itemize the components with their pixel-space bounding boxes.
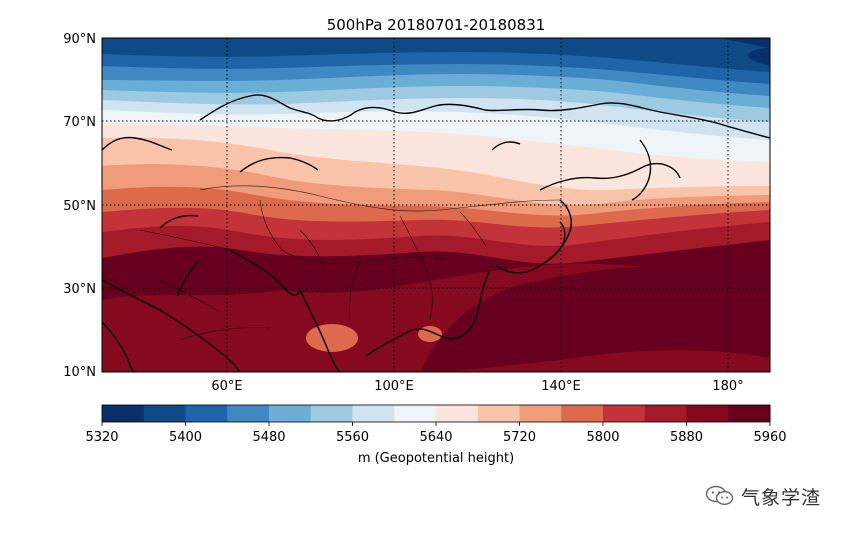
colorbar-segment [436,405,479,422]
lon-tick-label: 60°E [211,379,242,394]
map-frame [101,37,771,373]
lat-tick-label: 70°N [63,115,96,130]
watermark: 气象学渣 [705,482,821,510]
colorbar-segment [477,405,520,422]
colorbar [101,404,771,423]
colorbar-segment [644,405,687,422]
colorbar-label: m (Geopotential height) [358,451,514,466]
colorbar-tick-label: 5720 [503,430,536,445]
colorbar-tick-label: 5560 [336,430,369,445]
colorbar-tick-label: 5800 [586,430,619,445]
lon-tick-label: 140°E [541,379,581,394]
colorbar-segment [519,405,562,422]
figure-title: 500hPa 20180701-20180831 [327,16,546,34]
colorbar-segment [394,405,437,422]
colorbar-segment [185,405,228,422]
colorbar-tick-label: 5880 [670,430,703,445]
colorbar-segment [310,405,353,422]
country-borders [139,185,561,341]
colorbar-ticks: 5320 5400 5480 5560 5640 5720 5800 5880 5960 [85,422,787,445]
colorbar-segment [728,405,771,422]
contour-band [418,326,442,342]
colorbar-segment [269,405,312,422]
colorbar-tick-label: 5400 [169,430,202,445]
contour-band [306,324,358,352]
colorbar-segment [227,405,270,422]
colorbar-tick-label: 5640 [419,430,452,445]
colorbar-segment [102,405,145,422]
contour-band [720,38,770,66]
gridlines [102,38,770,372]
lat-tick-label: 90°N [63,32,96,47]
map-panel [102,38,770,372]
lon-tick-label: 100°E [374,379,414,394]
wechat-icon [705,485,734,506]
watermark-text: 气象学渣 [741,486,822,509]
colorbar-tick-label: 5960 [753,430,786,445]
lat-tick-label: 30°N [63,282,96,297]
contour-band [420,265,770,372]
lon-tick-label: 180° [712,379,743,394]
longitude-labels: 60°E 100°E 140°E 180° [211,379,743,394]
colorbar-segment [143,405,186,422]
colorbar-tick-label: 5320 [85,430,118,445]
latitude-labels: 90°N 70°N 50°N 30°N 10°N [63,32,96,380]
colorbar-tick-label: 5480 [252,430,285,445]
colorbar-segment [686,405,729,422]
colorbar-segment [352,405,395,422]
lat-tick-label: 50°N [63,199,96,214]
contour-band [102,38,770,72]
lat-tick-label: 10°N [63,365,96,380]
colorbar-segment [603,405,646,422]
coastlines [102,94,770,372]
colorbar-segment [561,405,604,422]
